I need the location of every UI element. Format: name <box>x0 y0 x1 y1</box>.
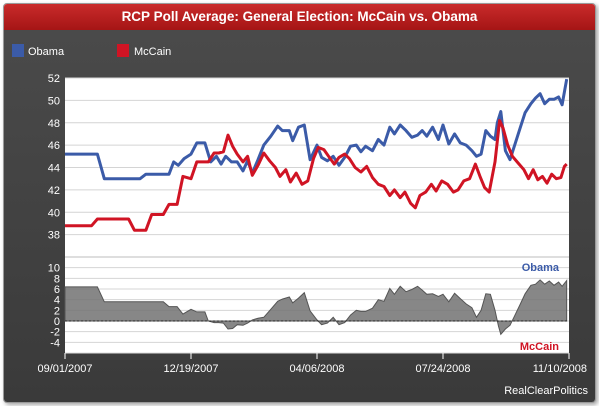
source-credit: RealClearPolitics <box>504 385 588 397</box>
legend-label-obama: Obama <box>28 46 65 58</box>
series-line-obama <box>65 78 569 181</box>
upper-y-tick-label: 50 <box>48 95 60 107</box>
upper-y-tick-label: 42 <box>48 185 60 197</box>
x-tick-label: 04/06/2008 <box>289 363 344 375</box>
upper-y-tick-label: 48 <box>48 118 60 130</box>
x-axis: 09/01/2007 12/19/2007 04/06/2008 07/24/2008… <box>37 352 587 375</box>
lower-y-tick-label: -4 <box>50 337 60 349</box>
legend-swatch-obama <box>12 44 24 57</box>
x-tick-label: 09/01/2007 <box>37 363 92 375</box>
spread-area <box>64 279 569 336</box>
upper-y-tick-label: 44 <box>48 163 60 175</box>
upper-y-axis-ticks: 38 40 42 44 46 48 50 52 <box>48 73 60 242</box>
legend-swatch-mccain <box>117 44 129 57</box>
legend: Obama McCain <box>12 44 171 58</box>
lower-y-tick-label: 10 <box>48 263 60 275</box>
x-tick-label: 07/24/2008 <box>415 363 470 375</box>
x-tick-label: 11/10/2008 <box>533 363 587 375</box>
lower-y-tick-label: 6 <box>54 284 60 296</box>
chart-frame: RCP Poll Average: General Election: McCa… <box>3 3 596 403</box>
spread-label-mccain: McCain <box>520 341 559 353</box>
chart-title: RCP Poll Average: General Election: McCa… <box>4 4 595 30</box>
upper-y-tick-label: 38 <box>48 230 60 242</box>
upper-y-tick-label: 40 <box>48 207 60 219</box>
poll-lines <box>65 78 569 232</box>
lower-y-tick-label: -2 <box>50 327 60 339</box>
upper-gridlines <box>65 77 569 236</box>
lower-y-tick-label: 4 <box>54 295 60 307</box>
spread-label-obama: Obama <box>522 262 560 274</box>
lower-y-tick-label: 8 <box>54 273 60 285</box>
upper-y-tick-label: 46 <box>48 140 60 152</box>
upper-y-tick-label: 52 <box>48 73 60 85</box>
lower-y-tick-label: 2 <box>54 305 60 317</box>
lower-y-tick-label: 0 <box>54 316 60 328</box>
series-line-mccain <box>65 119 568 232</box>
x-tick-label: 12/19/2007 <box>163 363 218 375</box>
legend-label-mccain: McCain <box>134 46 171 58</box>
